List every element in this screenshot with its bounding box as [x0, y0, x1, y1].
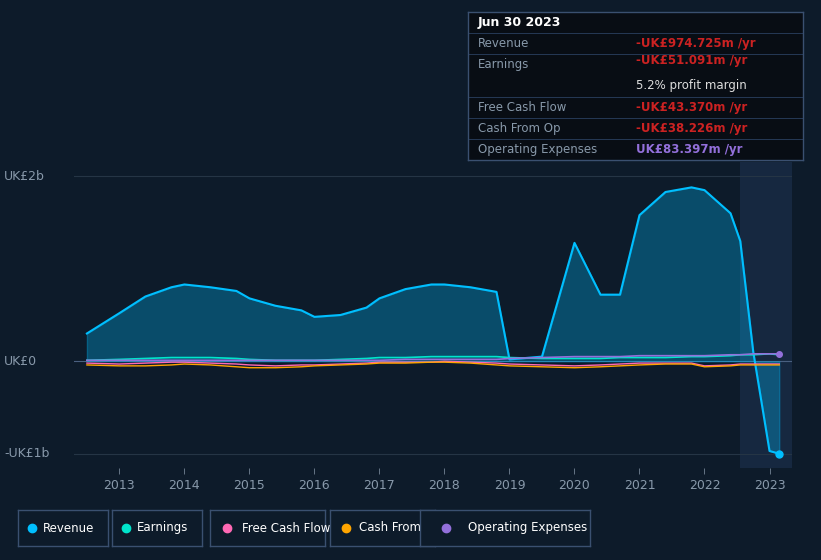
Text: -UK£43.370m /yr: -UK£43.370m /yr [635, 101, 747, 114]
Text: Cash From Op: Cash From Op [478, 122, 561, 135]
Text: -UK£974.725m /yr: -UK£974.725m /yr [635, 37, 755, 50]
Text: -UK£1b: -UK£1b [4, 447, 49, 460]
Text: Operating Expenses: Operating Expenses [468, 521, 587, 534]
Text: Jun 30 2023: Jun 30 2023 [478, 16, 562, 29]
Text: Revenue: Revenue [478, 37, 530, 50]
Text: UK£0: UK£0 [4, 354, 37, 368]
Text: UK£83.397m /yr: UK£83.397m /yr [635, 143, 742, 156]
Text: -UK£38.226m /yr: -UK£38.226m /yr [635, 122, 747, 135]
Text: Earnings: Earnings [478, 58, 530, 71]
Text: UK£2b: UK£2b [4, 170, 45, 183]
Text: Earnings: Earnings [137, 521, 189, 534]
Text: Free Cash Flow: Free Cash Flow [242, 521, 331, 534]
Text: Cash From Op: Cash From Op [360, 521, 442, 534]
Text: Operating Expenses: Operating Expenses [478, 143, 598, 156]
Text: -UK£51.091m /yr: -UK£51.091m /yr [635, 54, 747, 67]
Text: Revenue: Revenue [44, 521, 94, 534]
Text: 5.2% profit margin: 5.2% profit margin [635, 80, 746, 92]
Bar [741, 162, 821, 468]
Text: Free Cash Flow: Free Cash Flow [478, 101, 566, 114]
